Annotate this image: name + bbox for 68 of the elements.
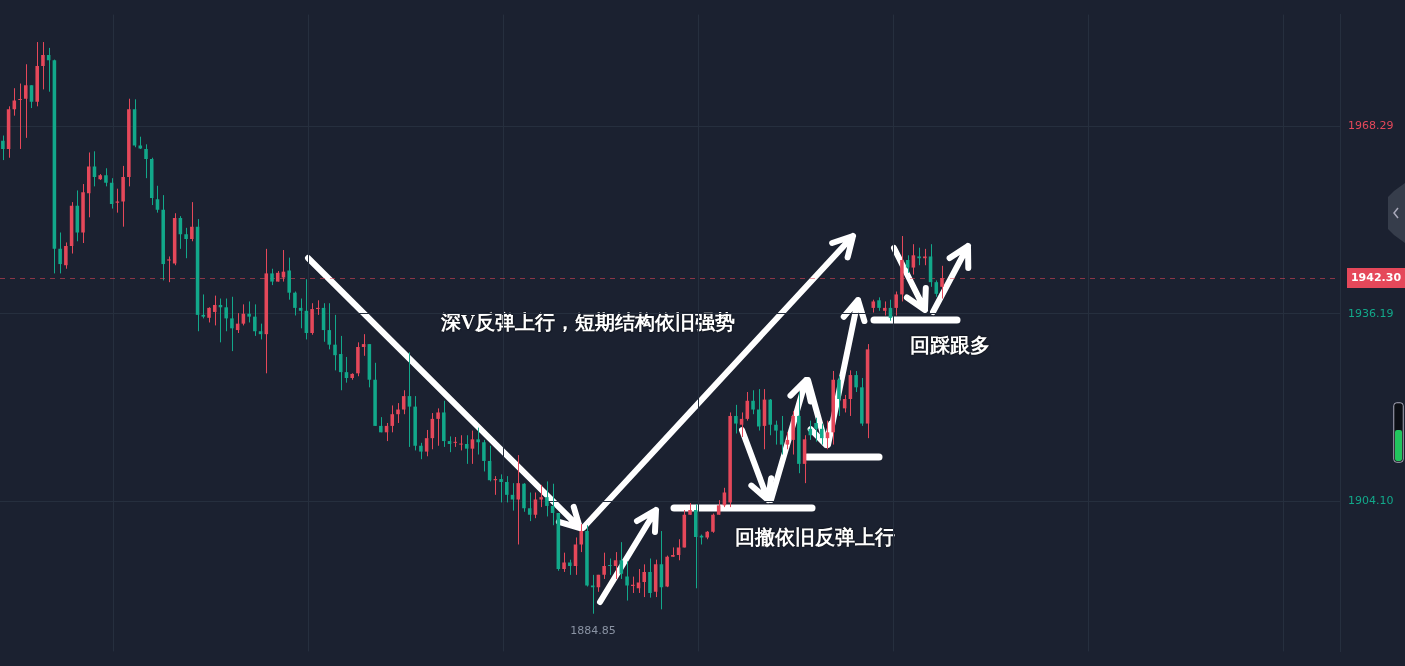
candlestick — [453, 436, 458, 448]
candlestick — [579, 523, 584, 553]
candlestick — [734, 404, 738, 434]
candlestick — [751, 389, 755, 415]
candlestick — [396, 402, 400, 424]
candlestick — [104, 167, 108, 187]
annotation: 回踩跟多 — [910, 332, 990, 358]
candlestick — [539, 484, 543, 508]
candlestick — [144, 143, 148, 179]
candlestick — [527, 491, 532, 522]
candlestick — [516, 454, 521, 545]
candlestick — [201, 293, 206, 319]
candlestick — [18, 83, 22, 150]
candlestick — [167, 255, 171, 283]
y-tick-label: 1904.10 — [1348, 494, 1394, 508]
candlestick — [940, 265, 944, 300]
candlestick — [247, 300, 251, 323]
annotation: 回撤依旧反弹上行 — [735, 524, 895, 550]
candlestick — [390, 404, 395, 433]
candlestick — [505, 475, 509, 503]
annotation: 1884.85 — [570, 623, 616, 637]
candlestick — [499, 473, 503, 503]
candlestick — [316, 299, 320, 316]
candlestick — [791, 410, 795, 456]
candlestick — [894, 291, 898, 316]
candlestick — [562, 552, 566, 573]
candlestick — [608, 558, 612, 576]
candlestick — [854, 370, 858, 393]
candlestick — [837, 375, 841, 417]
candlestick — [590, 574, 595, 615]
candlestick — [482, 439, 486, 472]
candlestick — [436, 407, 440, 447]
candlestick — [184, 227, 188, 259]
candlestick — [625, 560, 629, 602]
candlestick — [287, 257, 291, 301]
candlestick — [224, 298, 228, 332]
ref-line-label: 1942.30 — [1350, 270, 1402, 284]
candlestick — [333, 314, 337, 371]
y-tick-label: 1968.29 — [1348, 119, 1394, 133]
candlestick — [470, 430, 475, 465]
candlestick — [819, 423, 824, 446]
candlestick — [23, 63, 28, 139]
candlestick — [190, 201, 194, 242]
candlestick — [459, 434, 463, 451]
candlestick — [327, 302, 332, 350]
y-tick-label: 1936.19 — [1348, 306, 1394, 320]
candlestick — [298, 298, 303, 329]
candlestick — [1, 135, 5, 161]
candlestick — [293, 291, 297, 316]
candlestick — [212, 295, 217, 326]
candlestick — [64, 241, 68, 270]
candlestick — [631, 576, 635, 594]
candlestick — [711, 513, 715, 534]
candlestick — [814, 417, 818, 443]
candlestick — [361, 333, 366, 357]
candlestick — [545, 480, 549, 517]
candlestick — [338, 335, 343, 391]
candlestick — [310, 302, 314, 336]
candlestick — [476, 427, 480, 456]
candlestick — [642, 563, 647, 598]
candlestick — [41, 41, 45, 90]
candlestick — [253, 303, 257, 337]
candlestick — [648, 558, 652, 599]
candlestick — [230, 296, 234, 352]
candlestick — [756, 388, 761, 432]
candlestick — [774, 420, 778, 446]
candlestick — [602, 552, 606, 580]
candlestick — [58, 232, 62, 274]
